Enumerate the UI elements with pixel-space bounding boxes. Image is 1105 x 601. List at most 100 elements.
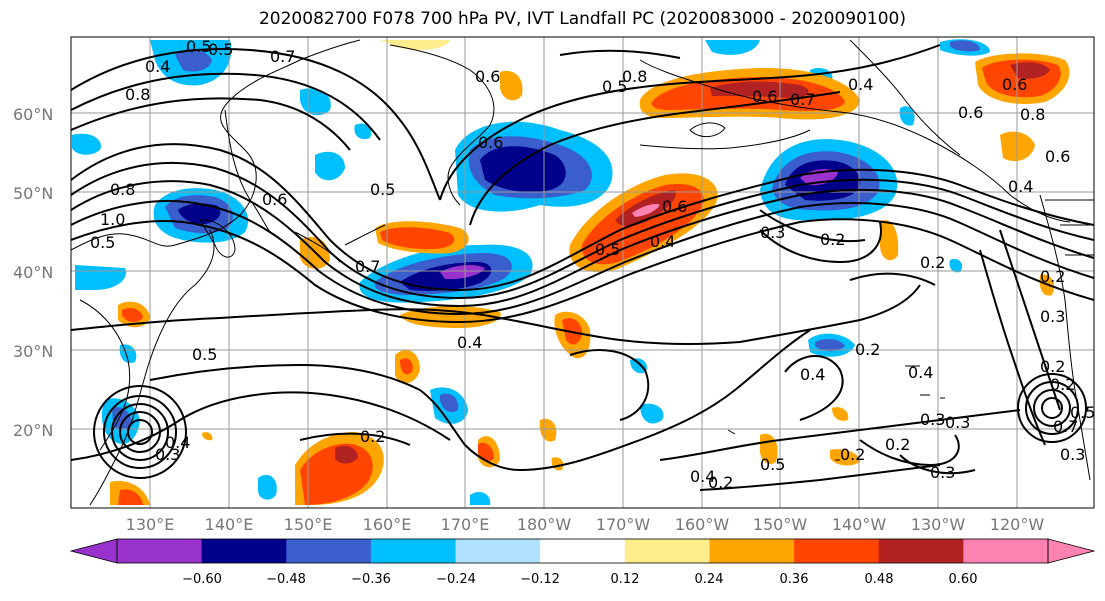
colorbar-tick-label: 0.12 <box>610 572 640 587</box>
colorbar-bin <box>709 539 795 563</box>
contour-label: 0.4 <box>457 333 482 352</box>
contour-label: 0.3 <box>920 410 945 429</box>
lon-label-130w: 130°W <box>910 515 966 534</box>
contour-label: 0.4 <box>1008 177 1033 196</box>
contour-label: 0.4 <box>145 57 170 76</box>
contour-label: 0.2 <box>1040 357 1065 376</box>
colorbar-bin <box>963 539 1049 563</box>
contour-label: 0.4 <box>650 232 675 251</box>
contour-label: 0.4 <box>908 363 933 382</box>
contour-label: 0.2 <box>820 230 845 249</box>
lat-label-30n: 30°N <box>13 342 54 361</box>
contour-label: 0.8 <box>110 180 135 199</box>
contour-label: 0.3 <box>760 223 785 242</box>
contour-label: 0.3 <box>1040 307 1065 326</box>
contour-label: 0.6 <box>262 190 287 209</box>
contour-label: 0.5 <box>90 233 115 252</box>
lon-label-140e: 140°E <box>204 515 254 534</box>
contour-label: 0.6 <box>662 197 687 216</box>
contour-label: 0.2 <box>840 445 865 464</box>
colorbar-bin <box>878 539 964 563</box>
map-frame <box>70 36 1095 509</box>
colorbar-bin <box>455 539 541 563</box>
contour-label: 0.5 <box>370 180 395 199</box>
contour-label: 1.0 <box>100 210 125 229</box>
contour-label: 0.5 <box>595 240 620 259</box>
contour-label: 0.7 <box>270 47 295 66</box>
contour-label: 0.7 <box>790 90 815 109</box>
contour-label: 0.5 <box>760 455 785 474</box>
contour-label: 0.3 <box>155 445 180 464</box>
contour-label: 0.2 <box>920 253 945 272</box>
lon-label-120w: 120°W <box>989 515 1045 534</box>
contour-label: 0.6 <box>1045 147 1070 166</box>
lon-label-180w: 180°W <box>516 515 572 534</box>
colorbar-tick-label: −0.60 <box>182 572 222 587</box>
colorbar-tick-label: 0.60 <box>948 572 978 587</box>
contour-label: 0.7 <box>355 257 380 276</box>
lon-label-130e: 130°E <box>125 515 175 534</box>
contour-label: 0.4 <box>848 75 873 94</box>
contour-label: 0.3 <box>945 413 970 432</box>
coastlines <box>71 39 1094 506</box>
contour-label: 0.5 <box>1070 403 1095 422</box>
colorbar-tick-label: 0.24 <box>694 572 724 587</box>
contour-label: 0.7 <box>1053 417 1078 436</box>
contour-label: 0.2 <box>855 340 880 359</box>
lon-label-170e: 170°E <box>440 515 490 534</box>
contour-label: 0.2 <box>885 435 910 454</box>
contour-label: 0.6 <box>752 87 777 106</box>
contour-label: 0.5 <box>186 37 211 56</box>
contour-label: 0.6 <box>1002 75 1027 94</box>
contour-label: 0.4 <box>690 467 715 486</box>
contour-label: 0.5 <box>602 77 627 96</box>
colorbar-tick-label: −0.24 <box>436 572 476 587</box>
colorbar-bin <box>201 539 287 563</box>
contour-label: 0.5 <box>192 345 217 364</box>
colorbar-tick-label: −0.48 <box>266 572 306 587</box>
colorbar-tick-label: −0.36 <box>351 572 391 587</box>
lon-label-150e: 150°E <box>283 515 333 534</box>
contour-label: 0.8 <box>125 85 150 104</box>
lat-label-20n: 20°N <box>13 421 54 440</box>
lon-label-140w: 140°W <box>831 515 887 534</box>
contour-label: 0.6 <box>475 67 500 86</box>
ivt-contours <box>71 44 1094 491</box>
contour-label: 0.6 <box>958 103 983 122</box>
colorbar-bin <box>370 539 456 563</box>
contour-label: 0.2 <box>708 473 733 492</box>
colorbar-bin <box>794 539 880 563</box>
contour-label: 0.6 <box>478 133 503 152</box>
colorbar-low-extension <box>69 538 118 564</box>
contour-label: 0.3 <box>1060 445 1085 464</box>
colorbar-bin <box>540 539 626 563</box>
contour-label: 0.2 <box>1040 267 1065 286</box>
lon-label-160e: 160°E <box>362 515 412 534</box>
pv-shading <box>72 39 1070 505</box>
lat-label-50n: 50°N <box>13 184 54 203</box>
colorbar-tick-label: 0.36 <box>779 572 809 587</box>
map-title: 2020082700 F078 700 hPa PV, IVT Landfall… <box>258 9 906 29</box>
lat-label-60n: 60°N <box>13 105 54 124</box>
colorbar-frame <box>116 538 1049 564</box>
colorbar <box>69 538 1096 564</box>
contour-label: 0.5 <box>208 40 233 59</box>
colorbar-bin <box>286 539 372 563</box>
lon-label-150w: 150°W <box>752 515 808 534</box>
contour-label: 0.2 <box>360 427 385 446</box>
contour-label: 0.8 <box>1020 105 1045 124</box>
lat-label-40n: 40°N <box>13 263 54 282</box>
contour-label: 0.4 <box>165 433 190 452</box>
contour-label: 0.8 <box>622 67 647 86</box>
colorbar-tick-label: −0.12 <box>520 572 560 587</box>
contour-label: 0.3 <box>930 463 955 482</box>
contour-label: 0.2 <box>1050 375 1075 394</box>
lon-label-170w: 170°W <box>595 515 651 534</box>
map-background <box>71 37 1094 508</box>
contour-labels: 0.50.70.40.80.60.50.80.6 0.70.40.50.60.60… <box>90 37 1095 492</box>
colorbar-bin <box>117 539 203 563</box>
lon-label-160w: 160°W <box>674 515 730 534</box>
colorbar-bin <box>624 539 710 563</box>
colorbar-high-extension <box>1047 538 1096 564</box>
